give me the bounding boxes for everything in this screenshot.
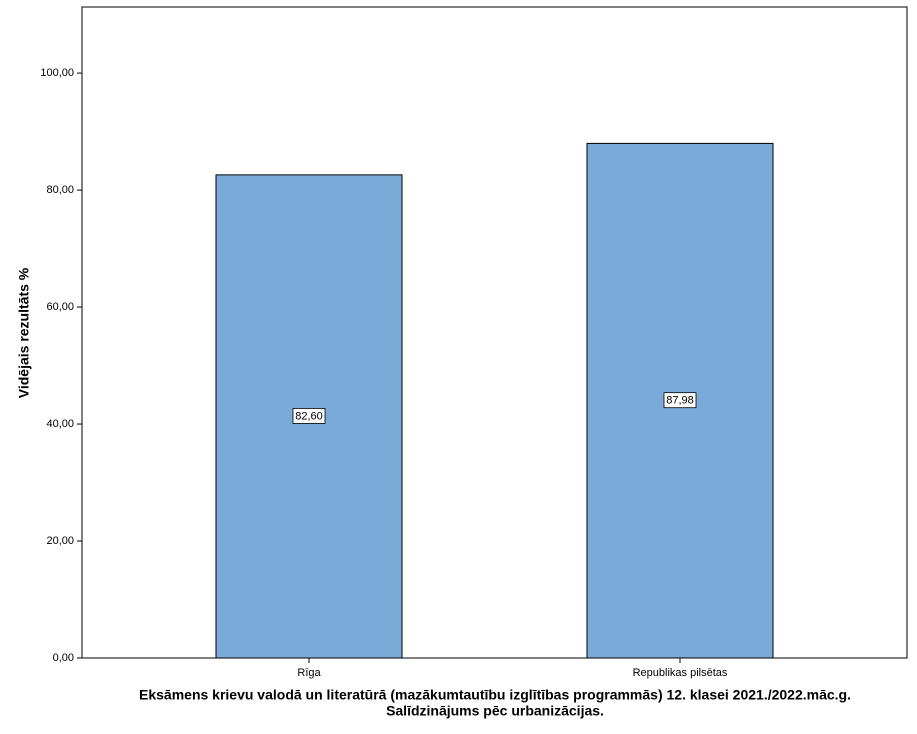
x-axis-title: Eksāmens krievu valodā un literatūrā (ma… (139, 687, 851, 703)
value-label-box (292, 408, 326, 424)
y-tick-label: 0,00 (53, 652, 74, 664)
y-tick-label: 40,00 (46, 418, 74, 430)
x-tick-label: Rīga (297, 667, 321, 679)
y-tick-label: 80,00 (46, 184, 74, 196)
y-tick-label: 60,00 (46, 301, 74, 313)
value-label: 87,98 (666, 395, 694, 407)
y-tick-label: 20,00 (46, 535, 74, 547)
plot-area (81, 6, 908, 659)
x-axis-title: Salīdzinājums pēc urbanizācijas. (386, 703, 604, 719)
value-label-box (663, 392, 697, 409)
y-tick-label: 100,00 (40, 67, 74, 79)
x-tick-label: Republikas pilsētas (633, 667, 728, 679)
value-label: 82,60 (295, 410, 323, 422)
y-axis-title: Vidējais rezultāts % (16, 267, 32, 398)
